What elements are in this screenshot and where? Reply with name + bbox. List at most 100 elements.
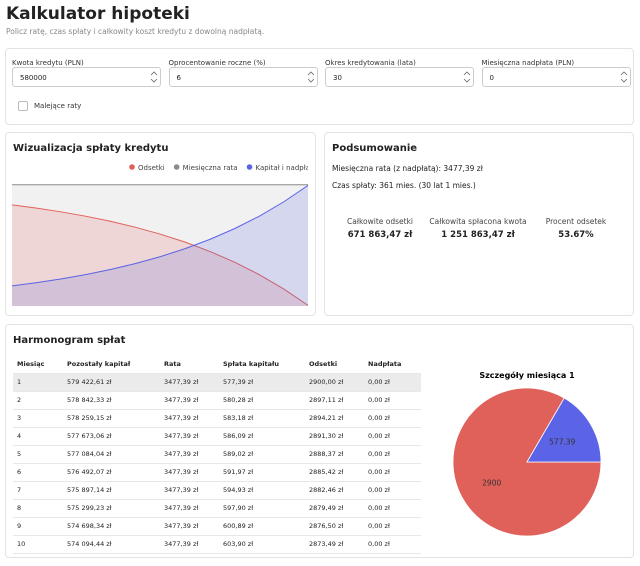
table-row[interactable]: 8 575 299,23 zł 3477,39 zł 597,90 zł 2879,49… <box>13 499 421 518</box>
table-cell: 3477,39 zł <box>160 517 219 536</box>
table-cell: 2900,00 zł <box>305 373 364 392</box>
spinner-down[interactable] <box>307 78 314 83</box>
series-line <box>12 204 308 306</box>
table-cell: 0,00 zł <box>364 409 421 428</box>
table-cell: 577 673,06 zł <box>63 427 160 446</box>
table-cell: 577,39 zł <box>219 373 305 392</box>
table-cell: 9 <box>13 517 63 536</box>
table-cell: 0,00 zł <box>364 445 421 464</box>
legend-marker <box>173 164 180 170</box>
table-cell: 579 422,61 zł <box>63 373 160 392</box>
field-label: Miesięczna nadpłata (PLN) <box>481 59 575 67</box>
table-cell: 3477,39 zł <box>160 463 219 482</box>
summary-line: Miesięczna rata (z nadpłatą): 3477,39 zł <box>332 164 483 173</box>
table-cell: 2891,30 zł <box>305 427 364 446</box>
table-cell: 574 698,34 zł <box>63 517 160 536</box>
spinner[interactable] <box>150 69 158 85</box>
spinner-down[interactable] <box>463 78 471 83</box>
form-panel: Kwota kredytu (PLN) 580000 Oprocentowanie … <box>5 48 634 125</box>
table-row[interactable]: 6 576 492,07 zł 3477,39 zł 591,97 zł 2885,42… <box>13 463 421 482</box>
table-cell: 577 084,04 zł <box>63 445 160 464</box>
checkbox[interactable] <box>18 101 28 111</box>
table-cell: 2882,46 zł <box>305 481 364 500</box>
table-cell: 2894,21 zł <box>305 409 364 428</box>
table-cell: 3477,39 zł <box>160 427 219 446</box>
table-cell: 2873,49 zł <box>305 535 364 554</box>
table-row[interactable]: 10 574 094,44 zł 3477,39 zł 603,90 zł 2873,4… <box>13 535 421 554</box>
field-label: Oprocentowanie roczne (%) <box>168 59 266 67</box>
header-row: Miesiąc Pozostały kapitał Rata Spłata kapit… <box>13 355 421 374</box>
table-cell: 578 259,15 zł <box>63 409 160 428</box>
spinner[interactable] <box>620 69 628 85</box>
slice-label: 577.39 <box>549 438 575 447</box>
table-row[interactable]: 1 579 422,61 zł 3477,39 zł 577,39 zł 2900,00… <box>13 373 421 392</box>
table-cell: 3477,39 zł <box>160 391 219 410</box>
field-label: Kwota kredytu (PLN) <box>12 59 84 67</box>
table-cell: 578 842,33 zł <box>63 391 160 410</box>
legend-marker <box>246 164 253 170</box>
table-row[interactable]: 2 578 842,33 zł 3477,39 zł 580,28 zł 2897,11… <box>13 391 421 410</box>
table-cell: 589,02 zł <box>219 445 305 464</box>
area-fill <box>12 204 308 306</box>
spinner-up[interactable] <box>307 71 314 76</box>
page-title: Kalkulator hipoteki <box>6 4 190 24</box>
schedule-panel: Harmonogram spłat Miesiąc Pozostały kapit… <box>5 324 634 558</box>
legend-label: Odsetki <box>138 164 165 172</box>
number-input[interactable]: 30 <box>325 67 474 87</box>
table-cell: 0,00 zł <box>364 427 421 446</box>
table-cell: 586,09 zł <box>219 427 305 446</box>
table-cell: 0,00 zł <box>364 463 421 482</box>
table-cell: 0,00 zł <box>364 391 421 410</box>
spinner-up[interactable] <box>620 71 627 76</box>
spinner-up[interactable] <box>150 71 158 76</box>
table-cell: 3477,39 zł <box>160 535 219 554</box>
spinner-up[interactable] <box>463 71 471 76</box>
table-row[interactable]: 9 574 698,34 zł 3477,39 zł 600,89 zł 2876,50… <box>13 517 421 536</box>
panel-title: Podsumowanie <box>332 143 418 154</box>
table-cell: 0,00 zł <box>364 481 421 500</box>
table-cell: 575 299,23 zł <box>63 499 160 518</box>
pie-chart: Szczegóły miesiąca 1 2900 577.39 <box>452 370 602 537</box>
visualization-panel: Wizualizacja spłaty kredytu <box>5 132 316 316</box>
summary-line: Czas spłaty: 361 mies. (30 lat 1 mies.) <box>332 181 476 190</box>
column-header: Miesiąc <box>13 355 63 374</box>
spinner[interactable] <box>463 69 471 85</box>
table-cell: 3477,39 zł <box>160 445 219 464</box>
table-cell: 3477,39 zł <box>160 373 219 392</box>
table-cell: 576 492,07 zł <box>63 463 160 482</box>
table-cell: 594,93 zł <box>219 481 305 500</box>
table-cell: 2879,49 zł <box>305 499 364 518</box>
series-line <box>12 184 308 287</box>
stat-value: 1 251 863,47 zł <box>441 230 515 240</box>
table-row[interactable]: 5 577 084,04 zł 3477,39 zł 589,02 zł 2888,37… <box>13 445 421 464</box>
table-row[interactable]: 7 575 897,14 zł 3477,39 zł 594,93 zł 2882,46… <box>13 481 421 500</box>
summary-value: 361 mies. (30 lat 1 mies.) <box>379 181 476 190</box>
table-cell: 574 094,44 zł <box>63 535 160 554</box>
spinner-down[interactable] <box>620 78 627 83</box>
table-cell: 0,00 zł <box>364 373 421 392</box>
table-cell: 600,89 zł <box>219 517 305 536</box>
checkbox-label[interactable]: Malejące raty <box>34 102 82 110</box>
table-cell: 0,00 zł <box>364 517 421 536</box>
number-input[interactable]: 0 <box>481 67 631 87</box>
chart-title: Szczegóły miesiąca 1 <box>479 370 575 380</box>
spinner[interactable] <box>307 69 315 85</box>
summary-label: Czas spłaty: <box>332 181 377 190</box>
table-cell: 2888,37 zł <box>305 445 364 464</box>
table-cell: 8 <box>13 499 63 518</box>
table-cell: 597,90 zł <box>219 499 305 518</box>
number-input[interactable]: 6 <box>168 67 318 87</box>
table-cell: 580,28 zł <box>219 391 305 410</box>
table-row[interactable]: 3 578 259,15 zł 3477,39 zł 583,18 zł 2894,21… <box>13 409 421 428</box>
spinner-down[interactable] <box>150 78 158 83</box>
field-label: Okres kredytowania (lata) <box>325 59 416 67</box>
table-cell: 3 <box>13 409 63 428</box>
table-cell: 603,90 zł <box>219 535 305 554</box>
table-cell: 583,18 zł <box>219 409 305 428</box>
summary-panel: Podsumowanie Miesięczna rata (z nadpłatą… <box>324 132 634 316</box>
column-header: Rata <box>160 355 219 374</box>
number-input[interactable]: 580000 <box>12 67 161 87</box>
table-row[interactable]: 4 577 673,06 zł 3477,39 zł 586,09 zł 2891,30… <box>13 427 421 446</box>
table-cell: 6 <box>13 463 63 482</box>
